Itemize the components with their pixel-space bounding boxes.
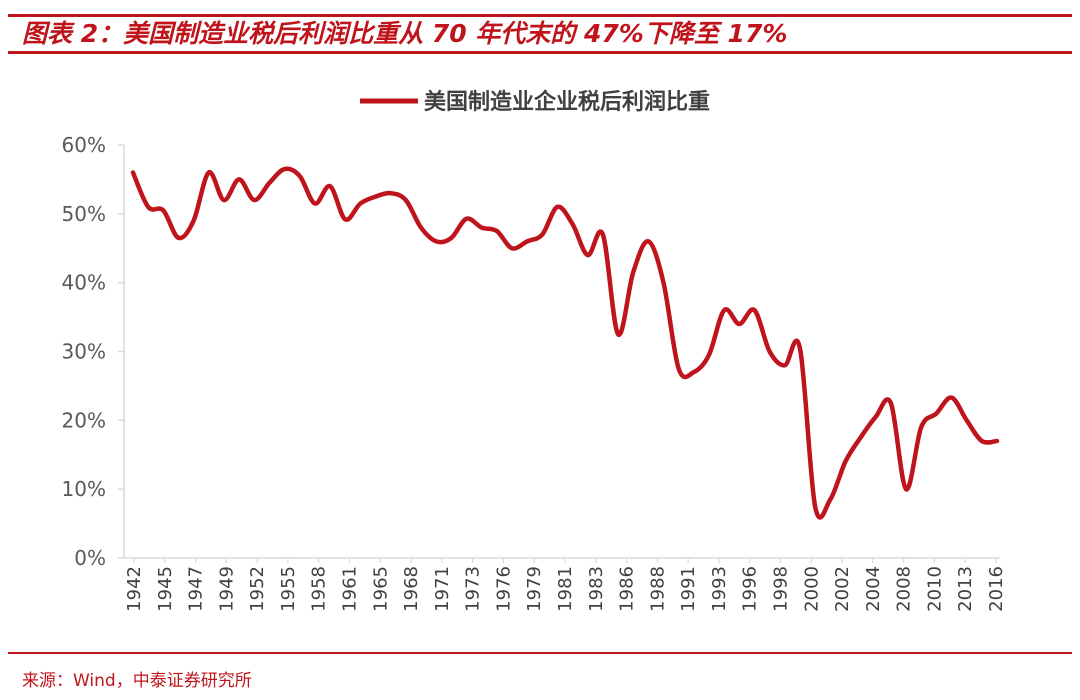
y-tick-label: 20% (62, 408, 106, 432)
x-tick-label: 1986 (617, 566, 638, 612)
x-tick-label: 2016 (986, 566, 1007, 612)
x-tick-label: 1983 (586, 566, 607, 612)
x-tick-label: 2000 (801, 566, 822, 612)
source-note: 来源：Wind，中泰证券研究所 (22, 671, 252, 691)
y-axis: 0% 10% 20% 30% 40% 50% 60% (62, 133, 125, 570)
legend: 美国制造业企业税后利润比重 (360, 89, 710, 115)
x-tick-label: 2010 (924, 566, 945, 612)
x-tick-label: 1958 (309, 566, 330, 612)
x-tick-label: 1973 (463, 566, 484, 612)
x-tick-label: 2013 (955, 566, 976, 612)
x-tick-label: 1991 (678, 566, 699, 612)
y-tick-label: 60% (62, 133, 106, 157)
x-tick-label: 1971 (432, 566, 453, 612)
x-tick-label: 1961 (340, 566, 361, 612)
x-tick-label: 1976 (493, 566, 514, 612)
title-rule-bottom (8, 51, 1072, 54)
x-tick-label: 2008 (894, 566, 915, 612)
x-tick-label: 1955 (278, 566, 299, 612)
x-tick-label: 1968 (401, 566, 422, 612)
x-tick-label: 1993 (709, 566, 730, 612)
x-tick-label: 2002 (832, 566, 853, 612)
figure-title: 图表 2：美国制造业税后利润比重从 70 年代末的 47%下降至 17% (22, 19, 788, 48)
legend-label: 美国制造业企业税后利润比重 (424, 89, 710, 115)
x-tick-label: 1988 (647, 566, 668, 612)
x-tick-label: 1965 (370, 566, 391, 612)
line-chart: 美国制造业企业税后利润比重 0%10%20%30%40%50%60% 1942 1… (62, 89, 1007, 612)
x-tick-label: 1942 (124, 566, 145, 612)
x-tick-label: 1981 (555, 566, 576, 612)
y-tick-label: 40% (62, 271, 106, 295)
y-tick-label: 0% (74, 546, 106, 570)
plot-area (130, 166, 1000, 520)
x-tick-label: 1979 (524, 566, 545, 612)
title-rule-top (8, 14, 1072, 17)
y-tick-label: 30% (62, 340, 106, 364)
x-tick-label: 2004 (863, 566, 884, 612)
series-line-0 (130, 166, 1000, 520)
x-axis: 1942 1945 1947 1949 1952 1955 1958 1961 1965 1968… (124, 557, 1007, 612)
x-tick-label: 1998 (771, 566, 792, 612)
y-tick-label: 50% (62, 202, 106, 226)
x-tick-label: 1947 (186, 566, 207, 612)
x-tick-label: 1945 (155, 566, 176, 612)
y-tick-label: 10% (62, 477, 106, 501)
x-tick-label: 1949 (216, 566, 237, 612)
x-tick-label: 1996 (740, 566, 761, 612)
source-rule (8, 652, 1072, 654)
x-tick-label: 1952 (247, 566, 268, 612)
